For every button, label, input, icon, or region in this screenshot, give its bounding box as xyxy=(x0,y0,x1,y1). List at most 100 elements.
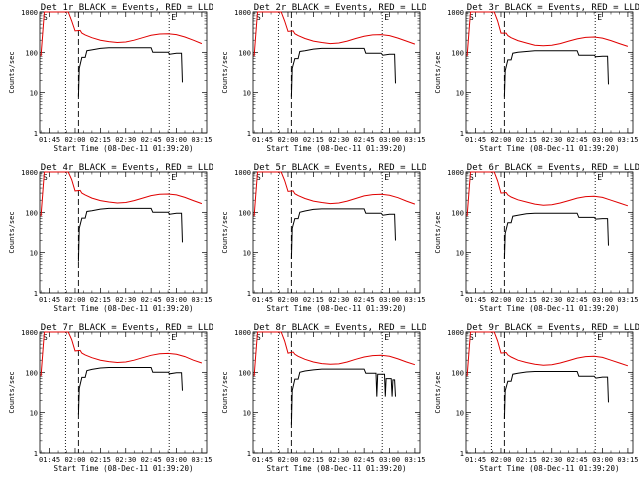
x-axis-label: Start Time (08-Dec-11 01:39:20) xyxy=(480,464,620,473)
x-axis-label: Start Time (08-Dec-11 01:39:20) xyxy=(267,304,407,313)
chart-panel-det-3: Det 3r BLACK = Events, RED = LLD 1 10 100 10… xyxy=(426,0,639,160)
y-tick-label: 10 xyxy=(30,90,38,98)
start-marker: S xyxy=(43,173,48,182)
x-tick-label: 03:00 xyxy=(166,296,187,304)
x-tick-label: 03:15 xyxy=(191,456,212,464)
plot-frame xyxy=(465,11,634,134)
plot-frame xyxy=(252,171,421,294)
y-tick-label: 100 xyxy=(25,209,38,217)
x-tick-label: 02:30 xyxy=(541,456,562,464)
x-tick-label: 02:45 xyxy=(354,456,375,464)
x-tick-label: 03:00 xyxy=(166,136,187,144)
chart-svg: Det 7r BLACK = Events, RED = LLD 1 10 100 10… xyxy=(8,323,213,473)
chart-title: Det 7r BLACK = Events, RED = LLD xyxy=(41,323,213,333)
series-line-black xyxy=(503,50,609,97)
x-tick-label: 03:15 xyxy=(404,456,425,464)
series-line-black xyxy=(503,212,609,259)
y-tick-label: 10 xyxy=(243,90,251,98)
y-tick-label: 100 xyxy=(451,209,464,217)
end-marker: E xyxy=(171,333,176,342)
y-tick-label: 1 xyxy=(460,450,464,458)
x-tick-label: 02:15 xyxy=(303,136,324,144)
series-line-red xyxy=(40,171,203,217)
y-axis-label: Counts/sec xyxy=(221,51,229,93)
x-tick-label: 01:45 xyxy=(252,456,273,464)
x-tick-label: 03:00 xyxy=(379,136,400,144)
chart-title: Det 3r BLACK = Events, RED = LLD xyxy=(467,3,639,13)
y-tick-label: 10 xyxy=(243,410,251,418)
x-tick-label: 01:45 xyxy=(252,296,273,304)
y-tick-label: 100 xyxy=(451,369,464,377)
start-marker: S xyxy=(469,13,474,22)
y-tick-label: 1000 xyxy=(447,9,464,17)
x-tick-label: 01:45 xyxy=(465,296,486,304)
y-tick-label: 10 xyxy=(456,250,464,258)
x-tick-label: 03:15 xyxy=(191,296,212,304)
x-tick-label: 02:30 xyxy=(115,136,136,144)
y-tick-label: 1 xyxy=(34,290,38,298)
y-tick-label: 1000 xyxy=(234,329,251,337)
plot-frame xyxy=(39,331,208,454)
chart-svg: Det 4r BLACK = Events, RED = LLD 1 10 100 10… xyxy=(8,163,213,313)
series-line-red xyxy=(253,171,416,217)
chart-panel-det-2: Det 2r BLACK = Events, RED = LLD 1 10 100 10… xyxy=(213,0,426,160)
plot-frame xyxy=(252,331,421,454)
chart-title: Det 8r BLACK = Events, RED = LLD xyxy=(254,323,426,333)
start-marker: S xyxy=(469,173,474,182)
x-axis-label: Start Time (08-Dec-11 01:39:20) xyxy=(54,464,194,473)
chart-svg: Det 6r BLACK = Events, RED = LLD 1 10 100 10… xyxy=(434,163,639,313)
start-marker: S xyxy=(43,333,48,342)
x-tick-label: 01:45 xyxy=(465,456,486,464)
chart-svg: Det 1r BLACK = Events, RED = LLD 1 10 100 10… xyxy=(8,3,213,153)
end-marker: E xyxy=(597,173,602,182)
chart-panel-det-8: Det 8r BLACK = Events, RED = LLD 1 10 100 10… xyxy=(213,320,426,480)
x-tick-label: 02:30 xyxy=(541,136,562,144)
x-tick-label: 02:15 xyxy=(90,136,111,144)
y-axis-label: Counts/sec xyxy=(8,51,16,93)
y-tick-label: 10 xyxy=(243,250,251,258)
chart-panel-det-9: Det 9r BLACK = Events, RED = LLD 1 10 100 10… xyxy=(426,320,639,480)
x-tick-label: 02:00 xyxy=(277,136,298,144)
y-tick-label: 1 xyxy=(247,130,251,138)
series-line-red xyxy=(253,331,416,377)
series-line-red xyxy=(253,11,416,57)
y-tick-label: 1 xyxy=(460,130,464,138)
x-tick-label: 02:45 xyxy=(141,136,162,144)
chart-panel-det-6: Det 6r BLACK = Events, RED = LLD 1 10 100 10… xyxy=(426,160,639,320)
series-line-black xyxy=(77,207,183,262)
x-tick-label: 01:45 xyxy=(465,136,486,144)
chart-panel-det-5: Det 5r BLACK = Events, RED = LLD 1 10 100 10… xyxy=(213,160,426,320)
y-tick-label: 10 xyxy=(456,410,464,418)
x-axis-label: Start Time (08-Dec-11 01:39:20) xyxy=(480,304,620,313)
x-tick-label: 02:15 xyxy=(90,456,111,464)
y-axis-label: Counts/sec xyxy=(434,211,442,253)
start-marker: S xyxy=(256,13,261,22)
start-marker: S xyxy=(256,173,261,182)
x-axis-label: Start Time (08-Dec-11 01:39:20) xyxy=(267,464,407,473)
end-marker: E xyxy=(171,13,176,22)
x-tick-label: 03:00 xyxy=(379,296,400,304)
y-tick-label: 1 xyxy=(247,450,251,458)
y-tick-label: 1 xyxy=(34,450,38,458)
series-line-red xyxy=(466,171,629,217)
x-tick-label: 01:45 xyxy=(39,456,60,464)
x-tick-label: 02:45 xyxy=(567,136,588,144)
chart-svg: Det 5r BLACK = Events, RED = LLD 1 10 100 10… xyxy=(221,163,426,313)
x-tick-label: 02:00 xyxy=(64,136,85,144)
x-tick-label: 02:00 xyxy=(490,136,511,144)
chart-title: Det 9r BLACK = Events, RED = LLD xyxy=(467,323,639,333)
chart-panel-det-7: Det 7r BLACK = Events, RED = LLD 1 10 100 10… xyxy=(0,320,213,480)
x-tick-label: 02:30 xyxy=(115,456,136,464)
x-tick-label: 03:00 xyxy=(592,296,613,304)
plot-frame xyxy=(39,11,208,134)
x-tick-label: 03:00 xyxy=(592,456,613,464)
plot-frame xyxy=(252,11,421,134)
x-tick-label: 03:15 xyxy=(617,456,638,464)
y-tick-label: 1 xyxy=(247,290,251,298)
end-marker: E xyxy=(384,173,389,182)
series-line-red xyxy=(466,11,629,57)
y-tick-label: 1000 xyxy=(21,169,38,177)
chart-svg: Det 2r BLACK = Events, RED = LLD 1 10 100 10… xyxy=(221,3,426,153)
x-tick-label: 02:15 xyxy=(516,456,537,464)
x-tick-label: 02:15 xyxy=(516,296,537,304)
